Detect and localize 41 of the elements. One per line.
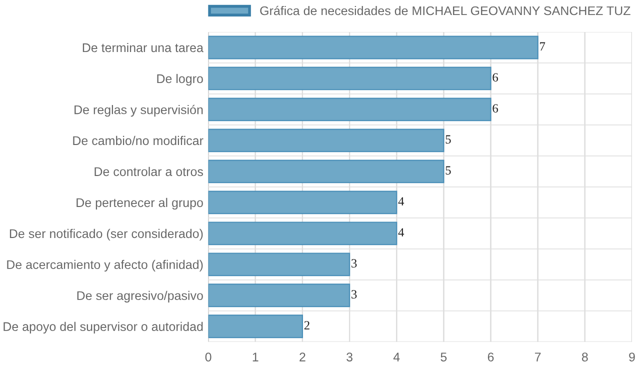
y-tick-label: De acercamiento y afecto (afinidad) (7, 260, 203, 272)
bar (208, 314, 304, 338)
y-tick-label: De terminar una tarea (82, 42, 204, 52)
bar (208, 284, 350, 308)
data-label: 5 (446, 166, 451, 175)
bar (208, 36, 538, 60)
data-label: 3 (352, 290, 357, 299)
x-tick-label: 6 (488, 352, 494, 362)
legend-label: Gráfica de necesidades de MICHAEL GEOVANNY SANCHEZ TUZ (260, 6, 630, 16)
x-tick-label: 7 (534, 352, 541, 362)
x-tick-label: 1 (252, 352, 258, 362)
bar (208, 160, 444, 184)
x-tick-label: 0 (205, 352, 212, 362)
y-tick-label: De cambio/no modificar (73, 136, 204, 146)
x-tick-label: 2 (300, 352, 306, 362)
y-tick-label: De reglas y supervisión (74, 104, 203, 117)
y-tick-label: De ser notificado (ser considerado) (10, 228, 203, 241)
x-tick-label: 8 (582, 352, 588, 362)
data-label: 5 (446, 135, 451, 144)
y-tick-label: De controlar a otros (94, 166, 204, 176)
y-tick-label: De pertenecer al grupo (76, 198, 203, 210)
data-label: 6 (492, 104, 498, 113)
data-label: 7 (540, 42, 546, 50)
data-label: 2 (304, 321, 310, 330)
data-label: 3 (352, 259, 357, 268)
y-tick-label: De apoyo del supervisor o autoridad (4, 322, 203, 334)
data-label: 6 (492, 73, 498, 82)
bar (208, 222, 398, 246)
y-tick-label: De ser agresivo/pasivo (77, 290, 203, 303)
bar (208, 252, 350, 276)
bar (208, 128, 444, 152)
bar (208, 98, 492, 122)
data-label: 4 (398, 197, 404, 206)
x-tick-label: 4 (393, 352, 400, 362)
bar (208, 190, 398, 214)
data-label: 4 (398, 228, 404, 236)
x-tick-label: 3 (346, 352, 352, 362)
x-tick-label: 5 (440, 352, 447, 362)
x-tick-label: 9 (629, 352, 635, 362)
bar (208, 66, 492, 90)
y-tick-label: De logro (157, 74, 203, 86)
